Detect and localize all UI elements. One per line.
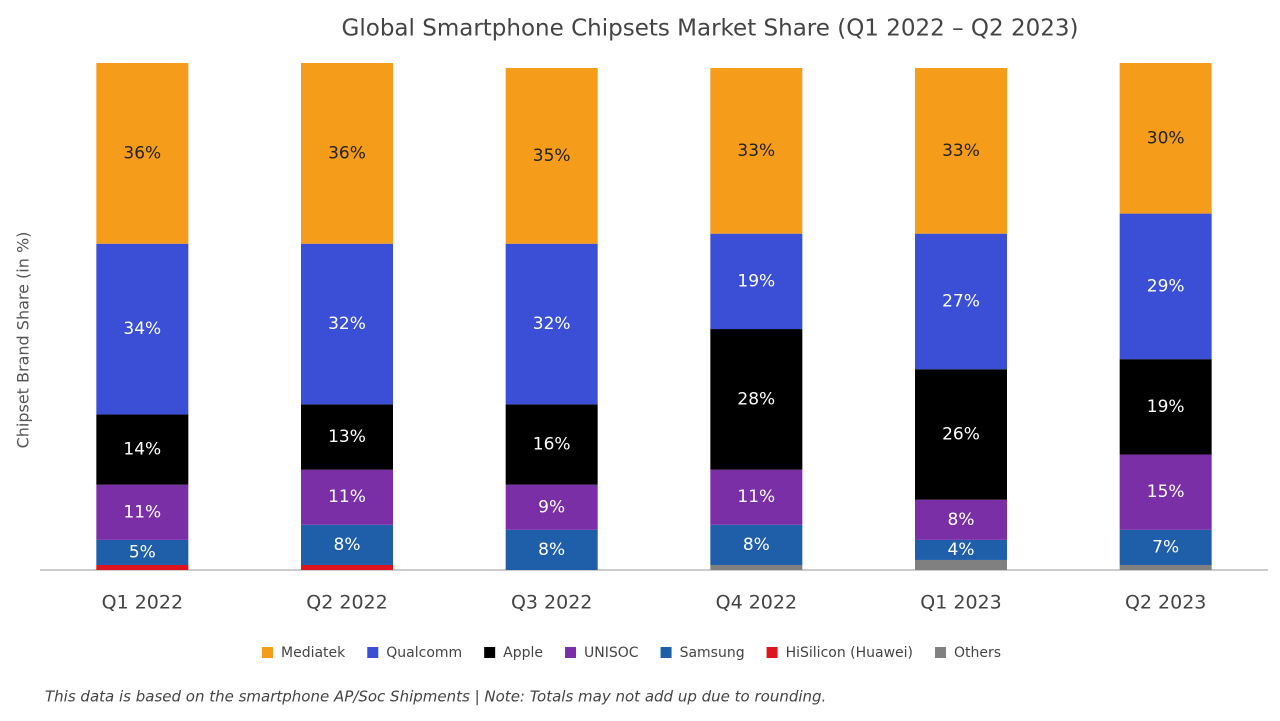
data-label: 19%	[1147, 397, 1185, 417]
bar-segment	[301, 564, 393, 570]
data-label: 9%	[538, 497, 565, 517]
bar-segment	[96, 63, 189, 244]
legend-label: Samsung	[680, 645, 745, 661]
legend-label: Mediatek	[281, 645, 346, 661]
data-label: 11%	[737, 487, 775, 507]
data-label: 16%	[533, 435, 571, 455]
legend-label: HiSilicon (Huawei)	[786, 645, 913, 661]
bar-segment	[710, 564, 803, 570]
x-tick-label: Q2 2023	[1125, 592, 1206, 614]
x-tick-label: Q3 2022	[511, 592, 592, 614]
legend-label: Qualcomm	[386, 645, 462, 661]
data-label: 14%	[123, 440, 161, 460]
data-label: 30%	[1147, 128, 1185, 148]
data-label: 32%	[533, 314, 571, 334]
x-tick-label: Q2 2022	[306, 592, 387, 614]
footnote: This data is based on the smartphone AP/…	[45, 688, 826, 706]
data-label: 5%	[129, 542, 156, 562]
legend-swatch	[935, 647, 947, 658]
data-label: 11%	[328, 487, 366, 507]
bar-segment	[505, 529, 598, 570]
data-label: 36%	[328, 143, 366, 163]
data-label: 33%	[737, 141, 775, 161]
legend-label: UNISOC	[584, 645, 639, 661]
data-label: 33%	[942, 141, 980, 161]
bar-segment	[915, 539, 1007, 560]
data-label: 7%	[1152, 537, 1179, 557]
data-label: 27%	[942, 291, 980, 311]
bar-segment	[1119, 529, 1212, 565]
bar-segment	[96, 243, 189, 415]
bar-segment	[1119, 63, 1212, 214]
data-label: 34%	[123, 319, 161, 339]
x-tick-label: Q1 2023	[920, 592, 1001, 614]
bar-segment	[96, 484, 189, 540]
bar-segment	[915, 233, 1007, 370]
data-label: 19%	[737, 271, 775, 291]
data-label: 11%	[123, 502, 161, 522]
bar-segment	[505, 243, 598, 405]
bar-segment	[301, 469, 393, 525]
data-label: 26%	[942, 424, 980, 444]
legend-swatch	[367, 647, 379, 658]
data-label: 28%	[737, 389, 775, 409]
data-label: 8%	[334, 535, 361, 555]
bar-segment	[96, 414, 189, 485]
bar-segment	[96, 564, 189, 570]
bar-segment	[710, 524, 803, 565]
bar-segment	[1119, 213, 1212, 360]
data-label: 8%	[538, 540, 565, 560]
bar-segment	[505, 68, 598, 244]
legend-swatch	[565, 647, 577, 658]
bar-segment	[96, 539, 189, 565]
data-label: 36%	[123, 143, 161, 163]
data-label: 8%	[743, 535, 770, 555]
bar-segment	[1119, 359, 1212, 455]
bar-segment	[301, 243, 393, 405]
bar-segment	[710, 329, 803, 470]
data-label: 29%	[1147, 276, 1185, 296]
bar-segment	[915, 68, 1007, 234]
data-label: 13%	[328, 427, 366, 447]
y-axis-label: Chipset Brand Share (in %)	[14, 232, 33, 449]
bar-segment	[710, 233, 803, 330]
bar-segment	[710, 469, 803, 525]
bar-segment	[1119, 454, 1212, 530]
data-label: 15%	[1147, 482, 1185, 502]
data-label: 8%	[948, 510, 975, 530]
data-label: 4%	[948, 540, 975, 560]
legend-swatch	[262, 647, 273, 658]
bar-segment	[301, 63, 393, 244]
bar-segment	[505, 404, 598, 485]
data-label: 35%	[533, 146, 571, 166]
bar-segment	[915, 499, 1007, 540]
bar-segment	[915, 369, 1007, 500]
bar-segment	[710, 68, 803, 234]
x-tick-label: Q4 2022	[716, 592, 797, 614]
legend-label: Others	[954, 645, 1001, 661]
legend-swatch	[660, 647, 672, 658]
legend-label: Apple	[503, 645, 543, 661]
bar-segment	[301, 404, 393, 470]
x-tick-label: Q1 2022	[102, 592, 183, 614]
bar-segment	[301, 524, 393, 565]
legend-swatch	[484, 647, 496, 658]
legend-swatch	[766, 647, 778, 658]
bar-segment	[505, 484, 598, 530]
chart-title: Global Smartphone Chipsets Market Share …	[342, 16, 1079, 42]
bar-segment	[1119, 564, 1212, 570]
data-label: 32%	[328, 314, 366, 334]
bar-segment	[915, 559, 1007, 570]
